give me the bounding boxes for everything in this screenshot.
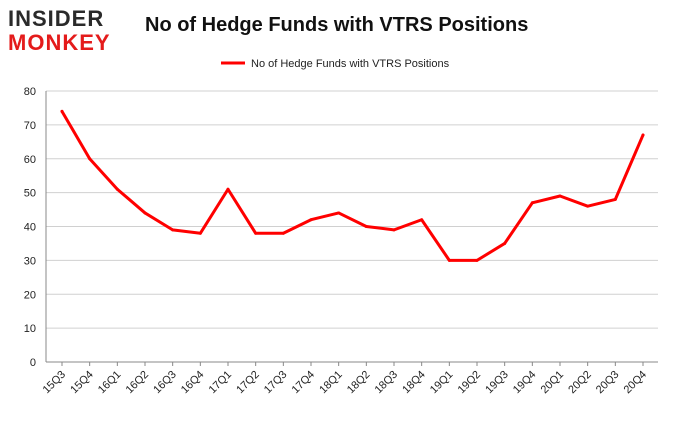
data-point bbox=[503, 241, 507, 245]
x-tick-label: 18Q4 bbox=[400, 369, 428, 397]
data-point bbox=[420, 218, 424, 222]
data-point bbox=[60, 109, 64, 113]
data-point bbox=[364, 225, 368, 228]
x-tick-label: 16Q4 bbox=[179, 369, 207, 397]
y-tick-label: 80 bbox=[24, 86, 36, 98]
data-point bbox=[641, 133, 645, 137]
x-tick-label: 17Q1 bbox=[207, 369, 235, 397]
brand-logo-line2: MONKEY bbox=[8, 30, 111, 55]
x-tick-label: 17Q3 bbox=[262, 369, 290, 397]
series-layer bbox=[60, 109, 645, 262]
data-point bbox=[281, 231, 285, 235]
x-tick-label: 18Q2 bbox=[345, 369, 373, 397]
x-tick-label: 19Q2 bbox=[456, 369, 484, 397]
y-tick-label: 50 bbox=[24, 188, 36, 200]
data-point bbox=[558, 194, 562, 198]
legend: No of Hedge Funds with VTRS Positions bbox=[221, 58, 450, 70]
x-tick-label: 20Q4 bbox=[622, 369, 650, 397]
x-tick-label: 18Q3 bbox=[373, 369, 401, 397]
chart-title: No of Hedge Funds with VTRS Positions bbox=[145, 14, 529, 36]
x-tick-label: 20Q3 bbox=[594, 369, 622, 397]
data-point bbox=[88, 157, 92, 161]
data-point bbox=[586, 204, 590, 208]
x-tick-label: 17Q4 bbox=[290, 369, 318, 397]
x-tick-label: 19Q3 bbox=[483, 369, 511, 397]
x-tick-label: 16Q1 bbox=[96, 369, 124, 397]
y-tick-label: 20 bbox=[24, 289, 36, 301]
brand-logo: INSIDER MONKEY bbox=[8, 8, 130, 54]
y-tick-label: 0 bbox=[30, 357, 36, 369]
data-point bbox=[115, 187, 119, 191]
y-tick-label: 30 bbox=[24, 255, 36, 267]
x-tick-label: 19Q1 bbox=[428, 369, 456, 397]
legend-label: No of Hedge Funds with VTRS Positions bbox=[251, 58, 450, 70]
x-tick-label: 16Q3 bbox=[151, 369, 179, 397]
data-point bbox=[226, 187, 230, 191]
x-tick-label: 15Q3 bbox=[41, 369, 69, 397]
series-line-0 bbox=[60, 109, 645, 262]
x-axis-ticks: 15Q3 15Q4 16Q1 16Q2 16Q3 16Q4 17Q1 17Q2 17Q3 17Q4… bbox=[41, 362, 650, 397]
data-point bbox=[337, 211, 341, 215]
data-point bbox=[613, 197, 617, 201]
x-tick-label: 17Q2 bbox=[234, 369, 262, 397]
x-tick-label: 20Q1 bbox=[539, 369, 567, 397]
y-tick-label: 70 bbox=[24, 120, 36, 132]
y-tick-label: 60 bbox=[24, 154, 36, 166]
data-point bbox=[309, 218, 313, 222]
data-point bbox=[254, 231, 258, 235]
x-tick-label: 19Q4 bbox=[511, 369, 539, 397]
x-tick-label: 15Q4 bbox=[68, 369, 96, 397]
y-axis-ticks: 0 10 20 30 40 50 60 70 80 bbox=[24, 86, 36, 369]
y-tick-label: 40 bbox=[24, 222, 36, 234]
data-point bbox=[143, 211, 147, 215]
data-point bbox=[171, 228, 175, 232]
brand-logo-line1: INSIDER bbox=[8, 6, 105, 31]
x-tick-label: 16Q2 bbox=[124, 369, 152, 397]
data-point bbox=[447, 258, 451, 262]
data-point bbox=[392, 228, 396, 232]
grid-lines bbox=[45, 90, 658, 363]
data-point bbox=[530, 201, 534, 205]
x-tick-label: 20Q2 bbox=[566, 369, 594, 397]
x-tick-label: 18Q1 bbox=[317, 369, 345, 397]
data-point bbox=[198, 231, 202, 235]
data-point bbox=[475, 258, 479, 262]
y-tick-label: 10 bbox=[24, 323, 36, 335]
